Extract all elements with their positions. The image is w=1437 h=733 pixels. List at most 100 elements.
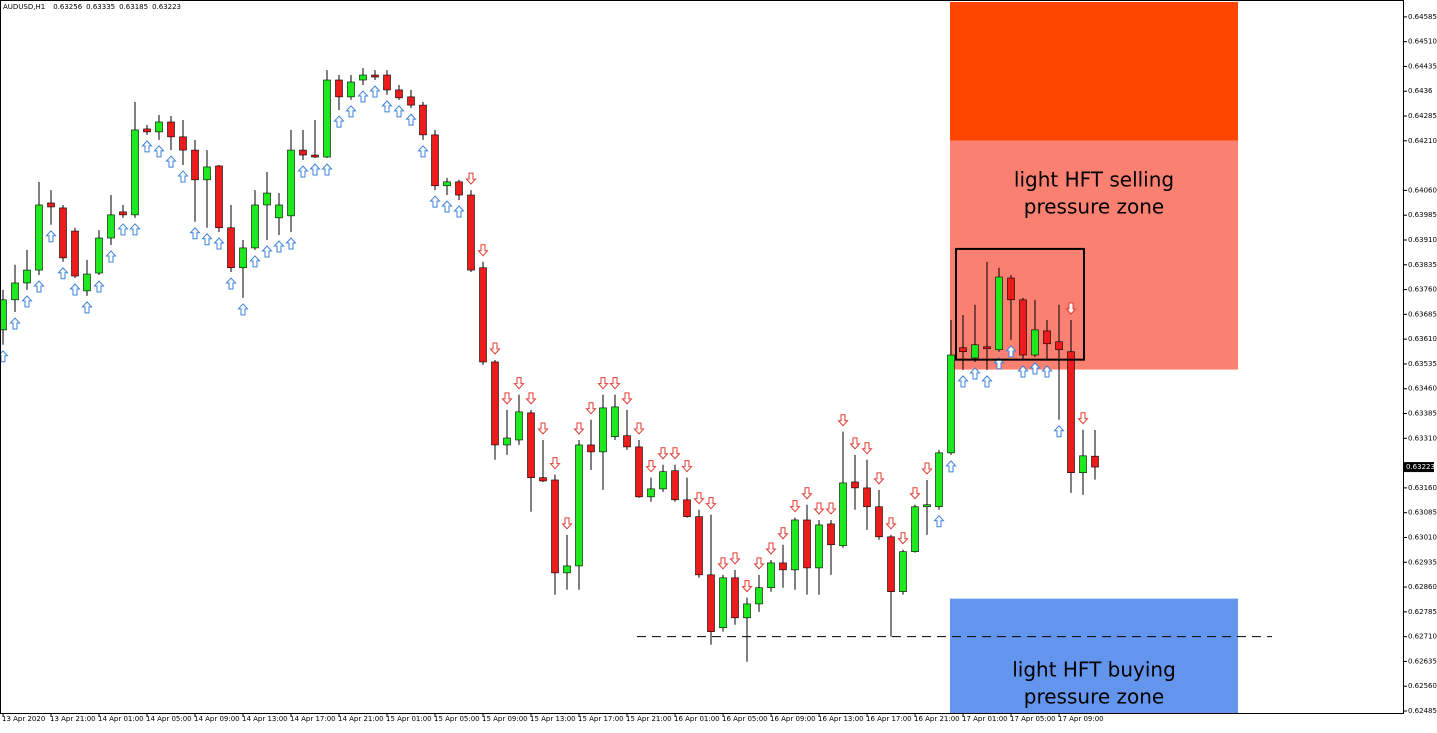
signal-arrow-up [69,283,81,296]
pressure-zone [950,598,1238,713]
candle-body [335,79,343,98]
candle-body [935,452,943,508]
candle-body [1043,330,1051,345]
signal-arrow-up [441,200,453,213]
candle-body [683,499,691,517]
x-tick-label: 17 Apr 09:00 [1058,715,1104,723]
signal-arrow-up [213,237,225,250]
candle-body [503,437,511,446]
signal-arrow-up [1029,362,1041,375]
signal-arrow-up [93,280,105,293]
signal-arrow-down [717,557,729,570]
candle-body [767,562,775,589]
y-tick-label: 0.63910 [1408,236,1437,244]
candle-body [899,551,907,592]
candle-body [851,481,859,489]
candle-body [1031,329,1039,356]
signal-arrow-down [549,457,561,470]
y-tick-label: 0.63610 [1408,335,1437,343]
signal-arrow-down [465,172,477,185]
zone-label: light HFT buying [1012,657,1176,681]
candle-body [83,273,91,292]
signal-arrow-up [129,223,141,236]
y-tick-label: 0.62710 [1408,633,1437,641]
candle-body [359,74,367,81]
signal-arrow-up [105,250,117,263]
x-tick-label: 16 Apr 21:00 [914,715,960,723]
candle-body [47,202,55,208]
x-tick-label: 14 Apr 21:00 [338,715,384,723]
signal-arrow-down [645,460,657,473]
y-tick-label: 0.63160 [1408,484,1437,492]
signal-arrow-down [573,422,585,435]
signal-arrow-up [945,460,957,473]
signal-arrow-up [1005,345,1017,358]
signal-arrow-down [765,542,777,555]
signal-arrow-down [621,392,633,405]
y-tick-label: 0.64510 [1408,38,1437,46]
signal-arrow-up [153,145,165,158]
signal-arrow-up [405,113,417,126]
price-label: 0.63223 [1406,463,1435,471]
y-tick-label: 0.63010 [1408,533,1437,541]
candle-body [287,149,295,217]
x-tick-label: 14 Apr 05:00 [146,715,192,723]
signal-arrow-up [453,205,465,218]
candle-body [23,269,31,284]
candle-body [107,214,115,239]
signal-arrow-down [657,447,669,460]
candle-body [599,407,607,453]
highlight-box [955,247,1085,361]
signal-arrow-up [381,100,393,113]
x-tick-label: 16 Apr 13:00 [818,715,864,723]
candle-body [527,412,535,478]
y-tick-label: 0.64585 [1408,13,1437,21]
signal-arrow-up [333,115,345,128]
signal-arrow-up [285,237,297,250]
candle-body [383,74,391,91]
signal-arrow-down [729,552,741,565]
signal-arrow-down [525,392,537,405]
y-tick-label: 0.64060 [1408,186,1437,194]
signal-arrow-up [81,301,93,314]
candle-body [11,282,19,301]
signal-arrow-up [57,267,69,280]
candle-body [623,435,631,448]
candle-body [815,524,823,569]
signal-arrow-up [1041,365,1053,378]
x-tick-label: 16 Apr 05:00 [722,715,768,723]
signal-arrow-down [1065,302,1077,315]
candle-body [491,361,499,446]
zones: light HFT selling pressure zone light HFT … [637,2,1272,713]
header-text: 0.63223 [152,3,181,11]
candle-body [143,128,151,133]
y-tick-label: 0.63085 [1408,509,1437,517]
signal-arrow-down [885,517,897,530]
price-label-bg [1404,462,1434,473]
candle-body [455,181,463,196]
signal-arrow-down [669,447,681,460]
x-tick-label: 14 Apr 13:00 [242,715,288,723]
signal-arrow-up [1053,425,1065,438]
y-tick-label: 0.63835 [1408,261,1437,269]
x-tick-label: 15 Apr 05:00 [434,715,480,723]
signal-arrow-up [237,303,249,316]
candle-body [395,89,403,99]
candle-body [179,136,187,151]
candle-body [587,444,595,453]
header-text: 0.63256 [53,3,82,11]
signal-arrow-down [705,497,717,510]
candle-body [311,154,319,158]
x-tick-label: 15 Apr 21:00 [626,715,672,723]
candle-body [611,406,619,437]
signal-arrow-up [189,227,201,240]
signal-arrow-down [753,557,765,570]
x-tick-label: 13 Apr 2020 [2,715,45,723]
y-tick-label: 0.62560 [1408,682,1437,690]
signal-arrow-down [489,342,501,355]
signal-arrow-down [813,502,825,515]
candle-body [659,471,667,490]
candle-body [203,166,211,181]
signal-arrow-up [369,85,381,98]
candle-body [0,299,7,331]
